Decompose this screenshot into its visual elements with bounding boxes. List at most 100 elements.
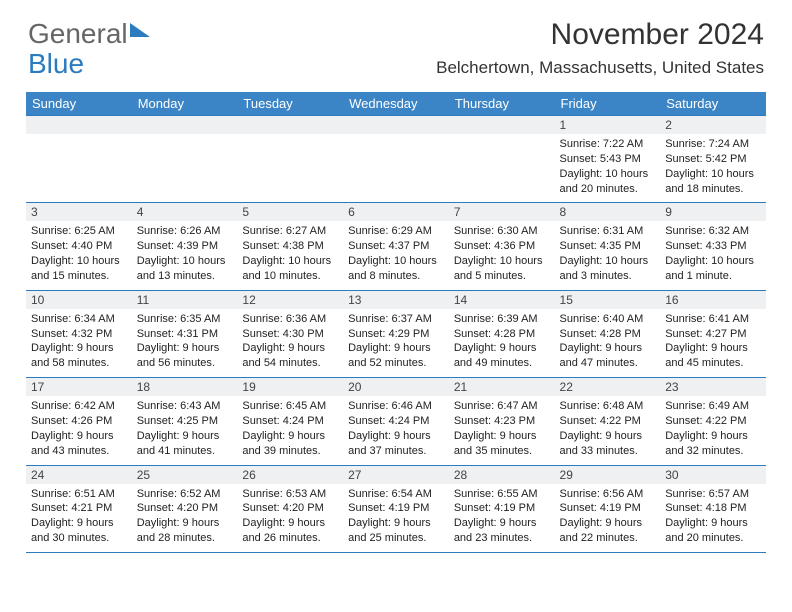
weekday-header: Sunday <box>26 92 132 116</box>
daylight-line: Daylight: 9 hours and 43 minutes. <box>31 429 127 459</box>
day-number: 13 <box>343 290 449 309</box>
day-number: 5 <box>237 203 343 222</box>
day-cell: Sunrise: 6:34 AMSunset: 4:32 PMDaylight:… <box>26 309 132 378</box>
day-cell: Sunrise: 6:42 AMSunset: 4:26 PMDaylight:… <box>26 396 132 465</box>
daylight-line: Daylight: 9 hours and 33 minutes. <box>560 429 656 459</box>
sunset-line: Sunset: 4:38 PM <box>242 239 338 254</box>
sunrise-line: Sunrise: 6:29 AM <box>348 224 444 239</box>
logo-triangle-icon <box>130 23 150 37</box>
day-cell: Sunrise: 6:31 AMSunset: 4:35 PMDaylight:… <box>555 221 661 290</box>
weekday-header: Monday <box>132 92 238 116</box>
month-title: November 2024 <box>436 18 764 52</box>
logo-line2: Blue <box>28 48 84 80</box>
daylight-line: Daylight: 9 hours and 41 minutes. <box>137 429 233 459</box>
daylight-line: Daylight: 10 hours and 10 minutes. <box>242 254 338 284</box>
sunrise-line: Sunrise: 6:31 AM <box>560 224 656 239</box>
daylight-line: Daylight: 9 hours and 58 minutes. <box>31 341 127 371</box>
sunrise-line: Sunrise: 7:22 AM <box>560 137 656 152</box>
day-number: 27 <box>343 465 449 484</box>
daylight-line: Daylight: 10 hours and 15 minutes. <box>31 254 127 284</box>
sunrise-line: Sunrise: 6:57 AM <box>665 487 761 502</box>
day-cell: Sunrise: 6:57 AMSunset: 4:18 PMDaylight:… <box>660 484 766 553</box>
week-row: Sunrise: 6:34 AMSunset: 4:32 PMDaylight:… <box>26 309 766 378</box>
day-number: 7 <box>449 203 555 222</box>
daylight-line: Daylight: 9 hours and 23 minutes. <box>454 516 550 546</box>
day-number: 11 <box>132 290 238 309</box>
sunrise-line: Sunrise: 6:47 AM <box>454 399 550 414</box>
weekday-header: Thursday <box>449 92 555 116</box>
day-number: 1 <box>555 116 661 135</box>
sunset-line: Sunset: 4:37 PM <box>348 239 444 254</box>
sunrise-line: Sunrise: 6:54 AM <box>348 487 444 502</box>
week-row: Sunrise: 6:51 AMSunset: 4:21 PMDaylight:… <box>26 484 766 553</box>
calendar-table: Sunday Monday Tuesday Wednesday Thursday… <box>26 92 766 553</box>
day-number: 16 <box>660 290 766 309</box>
week-row: Sunrise: 6:25 AMSunset: 4:40 PMDaylight:… <box>26 221 766 290</box>
day-number: 23 <box>660 378 766 397</box>
day-number: 18 <box>132 378 238 397</box>
sunset-line: Sunset: 4:22 PM <box>665 414 761 429</box>
day-number: 4 <box>132 203 238 222</box>
sunset-line: Sunset: 4:32 PM <box>31 327 127 342</box>
sunrise-line: Sunrise: 6:36 AM <box>242 312 338 327</box>
daylight-line: Daylight: 9 hours and 26 minutes. <box>242 516 338 546</box>
day-number: 29 <box>555 465 661 484</box>
day-cell: Sunrise: 6:46 AMSunset: 4:24 PMDaylight:… <box>343 396 449 465</box>
logo: General <box>28 18 150 50</box>
daylight-line: Daylight: 9 hours and 32 minutes. <box>665 429 761 459</box>
day-cell: Sunrise: 6:30 AMSunset: 4:36 PMDaylight:… <box>449 221 555 290</box>
day-cell: Sunrise: 6:49 AMSunset: 4:22 PMDaylight:… <box>660 396 766 465</box>
daylight-line: Daylight: 9 hours and 52 minutes. <box>348 341 444 371</box>
day-cell: Sunrise: 6:52 AMSunset: 4:20 PMDaylight:… <box>132 484 238 553</box>
day-number: 24 <box>26 465 132 484</box>
sunrise-line: Sunrise: 6:25 AM <box>31 224 127 239</box>
daylight-line: Daylight: 10 hours and 3 minutes. <box>560 254 656 284</box>
day-cell <box>449 134 555 203</box>
day-cell: Sunrise: 6:51 AMSunset: 4:21 PMDaylight:… <box>26 484 132 553</box>
day-cell <box>237 134 343 203</box>
sunset-line: Sunset: 4:18 PM <box>665 501 761 516</box>
day-cell: Sunrise: 6:32 AMSunset: 4:33 PMDaylight:… <box>660 221 766 290</box>
day-number <box>343 116 449 135</box>
daylight-line: Daylight: 9 hours and 56 minutes. <box>137 341 233 371</box>
day-cell: Sunrise: 6:39 AMSunset: 4:28 PMDaylight:… <box>449 309 555 378</box>
sunset-line: Sunset: 4:28 PM <box>454 327 550 342</box>
day-number: 17 <box>26 378 132 397</box>
day-cell <box>26 134 132 203</box>
day-number: 8 <box>555 203 661 222</box>
sunrise-line: Sunrise: 6:43 AM <box>137 399 233 414</box>
day-number-row: 3456789 <box>26 203 766 222</box>
day-cell: Sunrise: 6:26 AMSunset: 4:39 PMDaylight:… <box>132 221 238 290</box>
day-number: 15 <box>555 290 661 309</box>
sunset-line: Sunset: 4:36 PM <box>454 239 550 254</box>
sunset-line: Sunset: 4:19 PM <box>454 501 550 516</box>
weekday-header-row: Sunday Monday Tuesday Wednesday Thursday… <box>26 92 766 116</box>
daylight-line: Daylight: 9 hours and 30 minutes. <box>31 516 127 546</box>
sunrise-line: Sunrise: 6:41 AM <box>665 312 761 327</box>
day-number: 14 <box>449 290 555 309</box>
sunrise-line: Sunrise: 6:27 AM <box>242 224 338 239</box>
logo-text-general: General <box>28 18 128 50</box>
weekday-header: Tuesday <box>237 92 343 116</box>
sunrise-line: Sunrise: 6:35 AM <box>137 312 233 327</box>
day-number: 6 <box>343 203 449 222</box>
day-number-row: 24252627282930 <box>26 465 766 484</box>
sunset-line: Sunset: 4:23 PM <box>454 414 550 429</box>
day-cell: Sunrise: 6:29 AMSunset: 4:37 PMDaylight:… <box>343 221 449 290</box>
title-block: November 2024 Belchertown, Massachusetts… <box>436 18 764 78</box>
day-cell: Sunrise: 6:37 AMSunset: 4:29 PMDaylight:… <box>343 309 449 378</box>
day-cell: Sunrise: 6:36 AMSunset: 4:30 PMDaylight:… <box>237 309 343 378</box>
day-cell: Sunrise: 6:48 AMSunset: 4:22 PMDaylight:… <box>555 396 661 465</box>
day-cell: Sunrise: 6:55 AMSunset: 4:19 PMDaylight:… <box>449 484 555 553</box>
day-number-row: 12 <box>26 116 766 135</box>
day-cell: Sunrise: 6:25 AMSunset: 4:40 PMDaylight:… <box>26 221 132 290</box>
day-cell: Sunrise: 6:41 AMSunset: 4:27 PMDaylight:… <box>660 309 766 378</box>
sunset-line: Sunset: 4:33 PM <box>665 239 761 254</box>
day-number: 10 <box>26 290 132 309</box>
day-number <box>449 116 555 135</box>
sunset-line: Sunset: 4:22 PM <box>560 414 656 429</box>
sunset-line: Sunset: 4:25 PM <box>137 414 233 429</box>
sunrise-line: Sunrise: 6:39 AM <box>454 312 550 327</box>
daylight-line: Daylight: 9 hours and 47 minutes. <box>560 341 656 371</box>
sunrise-line: Sunrise: 6:40 AM <box>560 312 656 327</box>
